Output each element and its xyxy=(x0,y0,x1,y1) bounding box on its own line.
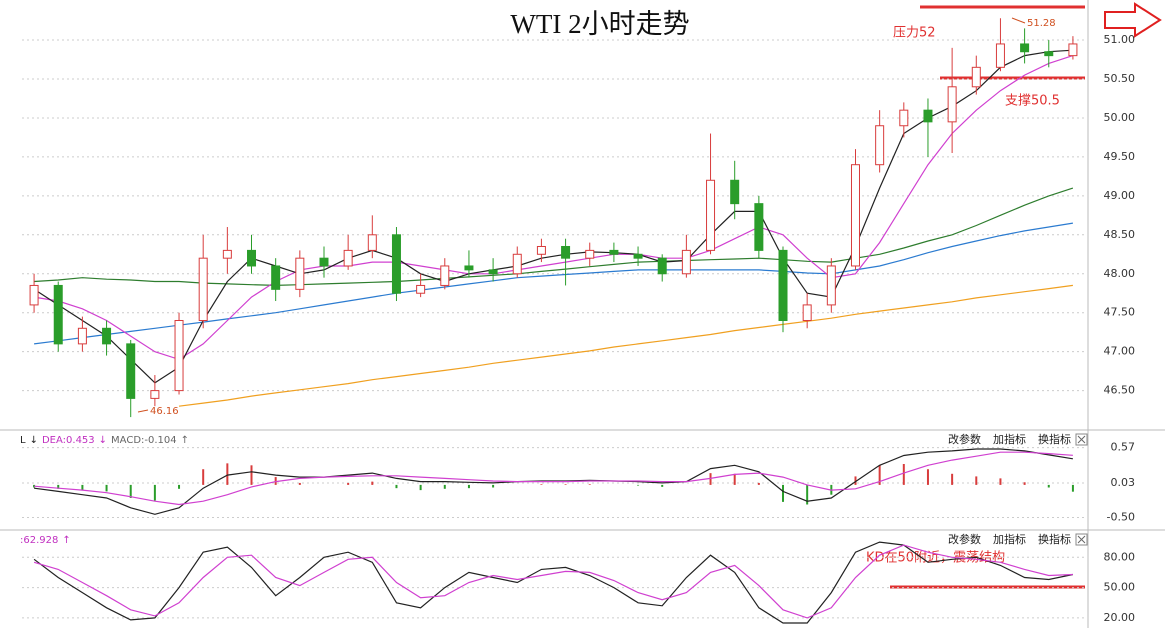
candle-body xyxy=(536,245,546,255)
y-tick-label: 49.00 xyxy=(1104,189,1136,202)
toolbar-button[interactable]: 换指标 xyxy=(1038,432,1071,446)
y-tick-label: 48.00 xyxy=(1104,267,1136,280)
candle-body xyxy=(609,249,619,255)
toolbar-button[interactable]: 加指标 xyxy=(993,532,1026,546)
candle-body xyxy=(995,43,1005,68)
candle-body xyxy=(706,179,716,251)
chart-title: WTI 2小时走势 xyxy=(510,9,689,39)
candle-body xyxy=(271,265,281,290)
indicator-label: :62.928 xyxy=(20,535,58,546)
candle-body xyxy=(947,86,957,123)
candle-body xyxy=(198,257,208,321)
pointer xyxy=(137,409,149,413)
candle-body xyxy=(77,327,87,345)
candle-body xyxy=(126,343,136,399)
y-tick-label: -0.50 xyxy=(1107,511,1135,524)
indicator-label: ↓ xyxy=(30,435,38,446)
candle-body xyxy=(440,265,450,286)
candle-body xyxy=(561,245,571,259)
y-tick-label: 50.50 xyxy=(1104,72,1136,85)
candle-body xyxy=(730,179,740,205)
candle-body xyxy=(222,249,232,259)
candle-body xyxy=(633,253,643,259)
series-line xyxy=(34,55,1074,361)
indicator-label: MACD:-0.104 xyxy=(111,435,177,446)
indicator-label: ↓ xyxy=(99,435,107,446)
y-tick-label: 48.50 xyxy=(1104,228,1136,241)
candle-body xyxy=(174,319,184,392)
candle-body xyxy=(53,284,63,345)
series-line xyxy=(34,222,1073,345)
y-tick-label: 80.00 xyxy=(1104,550,1136,563)
candle-body xyxy=(754,203,764,251)
candle-body xyxy=(850,164,860,267)
candle-body xyxy=(295,257,305,290)
close-icon xyxy=(1077,435,1086,444)
candle-body xyxy=(923,109,933,123)
close-icon xyxy=(1077,535,1086,544)
y-tick-label: 0.03 xyxy=(1111,476,1136,489)
candle-body xyxy=(319,257,329,267)
y-tick-label: 49.50 xyxy=(1104,150,1136,163)
candle-body xyxy=(778,249,788,321)
y-tick-label: 51.00 xyxy=(1104,33,1136,46)
annotation: KD在50附近，震荡结构 xyxy=(866,551,1005,566)
candle-body xyxy=(875,125,885,166)
candle-body xyxy=(102,327,112,345)
series-line xyxy=(33,544,1073,619)
annotation: 46.16 xyxy=(150,406,179,417)
candle-body xyxy=(657,257,667,275)
y-tick-label: 0.57 xyxy=(1111,441,1136,454)
toolbar-button[interactable]: 改参数 xyxy=(948,432,981,446)
candle-body xyxy=(1068,43,1078,57)
candle-body xyxy=(1020,43,1030,53)
candle-body xyxy=(391,234,401,294)
candle-body xyxy=(343,249,353,267)
candle-body xyxy=(247,249,257,267)
candle-body xyxy=(681,249,691,275)
y-tick-label: 47.00 xyxy=(1104,345,1136,358)
candle-body xyxy=(367,234,377,251)
candle-body xyxy=(826,265,836,306)
candle-body xyxy=(971,66,981,88)
series-line xyxy=(34,451,1073,506)
y-tick-label: 46.50 xyxy=(1104,384,1136,397)
indicator-label: DEA:0.453 xyxy=(42,435,95,446)
arrow-icon xyxy=(1104,2,1162,38)
annotation: 51.28 xyxy=(1027,18,1056,29)
candle-body xyxy=(464,265,474,271)
candle-body xyxy=(1044,51,1054,57)
candle-body xyxy=(416,284,426,294)
candle-body xyxy=(150,390,160,399)
toolbar-button[interactable]: 加指标 xyxy=(993,432,1026,446)
annotation: 压力52 xyxy=(893,26,936,41)
toolbar-button[interactable]: 换指标 xyxy=(1038,532,1071,546)
candle-body xyxy=(29,284,39,306)
series-line xyxy=(33,541,1074,624)
candle-body xyxy=(802,304,812,321)
candle-body xyxy=(585,249,595,259)
candle-body xyxy=(488,269,498,275)
series-line xyxy=(178,284,1073,407)
y-tick-label: 20.00 xyxy=(1104,611,1136,624)
indicator-label: L xyxy=(20,435,26,446)
y-tick-label: 47.50 xyxy=(1104,306,1136,319)
pointer xyxy=(1011,17,1026,24)
indicator-label: ↑ xyxy=(62,535,70,546)
toolbar-button[interactable]: 改参数 xyxy=(948,532,981,546)
indicator-label: ↑ xyxy=(181,435,189,446)
candle-body xyxy=(899,109,909,127)
candle-body xyxy=(512,253,522,275)
y-tick-label: 50.00 xyxy=(1104,581,1136,594)
annotation: 支撑50.5 xyxy=(1005,94,1060,109)
y-tick-label: 50.00 xyxy=(1104,111,1136,124)
